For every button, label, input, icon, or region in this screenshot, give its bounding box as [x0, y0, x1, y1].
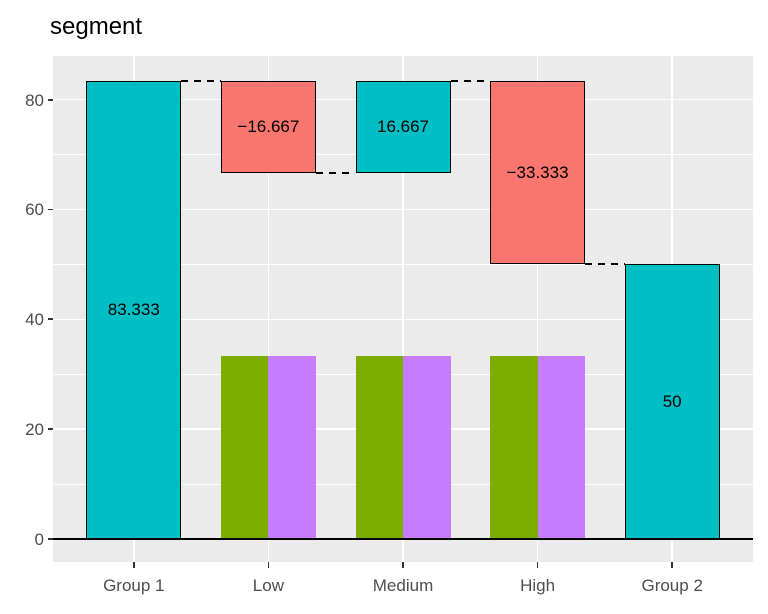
bar-value-label-low: −16.667 [237, 117, 300, 137]
waterfall-bar-high [490, 81, 586, 265]
waterfall-bar-group-1 [86, 81, 182, 539]
x-axis-tick-label-low: Low [252, 576, 284, 595]
x-axis-tick-mark [671, 562, 674, 568]
gridline-vertical-high [536, 56, 539, 562]
waterfall-bar-group-2 [624, 264, 720, 539]
connector-dashed-line-high-to-group-2 [585, 263, 625, 266]
y-axis-tick-mark [48, 98, 53, 101]
y-axis-tick-label: 0 [34, 530, 44, 549]
dodge-bar-low-series-a [220, 355, 269, 539]
x-axis-tick-label-medium: Medium [372, 576, 434, 595]
chart-title: segment [50, 13, 143, 40]
y-axis-tick-label: 60 [25, 200, 44, 220]
x-axis-tick-mark [536, 562, 539, 568]
bar-value-label-medium: 16.667 [377, 117, 429, 137]
x-axis-tick-mark [402, 562, 404, 568]
gridline-vertical-medium [402, 56, 404, 562]
y-axis-tick-mark [48, 208, 53, 211]
y-axis-tick-label: 40 [25, 310, 44, 330]
x-axis-tick-label-group-2: Group 2 [641, 576, 703, 595]
dodge-bar-low-series-b [268, 355, 316, 539]
connector-dashed-line-low-to-medium [315, 171, 356, 174]
bar-value-label-group-1: 83.333 [107, 300, 160, 320]
dodge-bar-medium-series-b [403, 355, 451, 539]
bar-value-label-group-2: 50 [662, 391, 682, 411]
plot-panel: 83.333 −16.667 16.667 −33.333 50 [53, 56, 753, 562]
y-axis-tick-label: 80 [25, 90, 44, 110]
dodge-bar-high-series-b [537, 355, 586, 539]
dodge-bar-high-series-a [490, 355, 538, 539]
connector-dashed-line-medium-to-high [450, 80, 491, 83]
x-axis-tick-label-high: High [520, 576, 556, 595]
gridline-vertical-low [267, 56, 270, 562]
dodge-bar-medium-series-a [355, 355, 403, 539]
x-axis-tick-label-group-1: Group 1 [103, 576, 165, 595]
waterfall-bar-low [220, 81, 316, 173]
y-axis-tick-mark [48, 318, 53, 321]
y-axis-tick-mark [48, 538, 53, 540]
x-axis-tick-mark [132, 562, 135, 568]
y-axis-tick-mark [48, 428, 53, 431]
zero-axis-line [53, 537, 753, 541]
connector-dashed-line-group-1-to-low [181, 80, 221, 83]
waterfall-bar-medium [355, 81, 451, 173]
x-axis-tick-mark [267, 562, 270, 568]
bar-value-label-high: −33.333 [506, 162, 569, 182]
y-axis-tick-label: 20 [25, 420, 44, 440]
